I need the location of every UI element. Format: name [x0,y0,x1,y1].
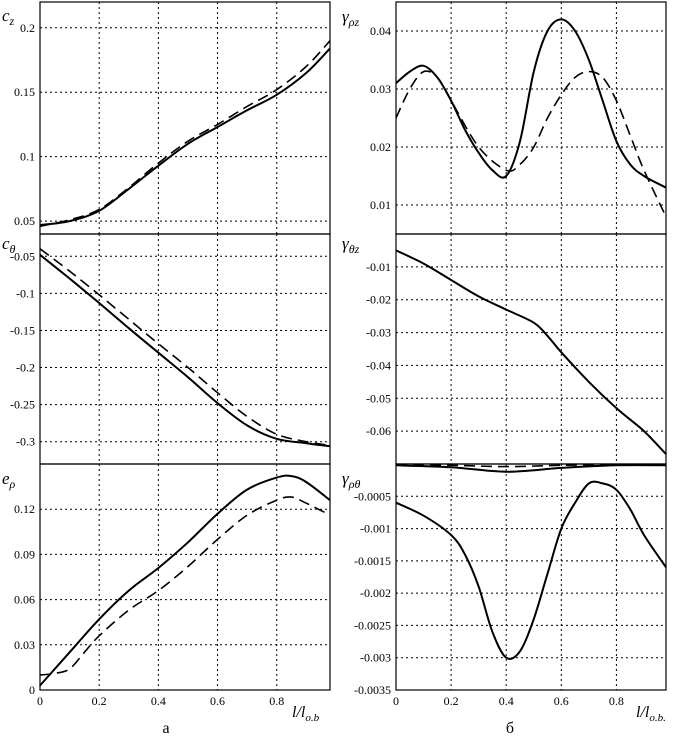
ylabel-e-rho: eρ [2,469,16,491]
frame-cz [39,1,331,235]
ytick-gpz-2: 0.03 [370,82,391,96]
frame-ep [39,463,331,691]
series-gpth-1 [395,464,667,473]
ylabel-gamma-rho-theta: γρθ [342,469,360,491]
ytick-ep-0: 0 [29,683,35,697]
ytick-gpth-3: -0.002 [360,586,391,600]
frame-gthz [395,233,667,465]
series-gpz-0 [395,18,667,189]
ytick-cth-4: -0.25 [10,398,35,412]
panel-gpz: 0.01 0.02 0.03 0.04 [370,1,667,235]
xtick-gpth-2: 0.4 [499,694,514,708]
series-ep-1 [39,496,331,676]
ytick-cth-3: -0.2 [16,361,35,375]
ytick-cth-5: -0.3 [16,435,35,449]
ytick-ep-3: 0.09 [14,547,35,561]
series-gpth-0 [395,480,667,660]
series-cz-0 [39,47,331,226]
ytick-cz-3: 0.2 [20,21,35,35]
xtick-gpth-3: 0.6 [554,694,569,708]
ytick-gpth-4: -0.0025 [354,618,391,632]
ytick-gthz-4: -0.05 [366,391,391,405]
ytick-gthz-1: -0.02 [366,293,391,307]
ytick-gpth-1: -0.001 [360,522,391,536]
panel-gthz: -0.01 -0.02 -0.03 -0.04 -0.05 -0.06 [366,233,667,465]
ytick-gpz-1: 0.02 [370,140,391,154]
ylabel-cz: cz [2,6,15,28]
series-cz-1 [39,40,331,228]
ytick-cz-1: 0.1 [20,150,35,164]
xtick-gpth-0: 0 [393,694,399,708]
ytick-gthz-0: -0.01 [366,260,391,274]
ytick-ep-1: 0.03 [14,638,35,652]
panel-cz: 0.05 0.1 0.15 0.2 [14,1,331,235]
ytick-gpz-3: 0.04 [370,24,391,38]
ytick-cth-0: -0.05 [10,249,35,263]
xtick-ep-1: 0.2 [92,694,107,708]
caption-a: a [162,720,169,737]
series-cth-1 [39,248,331,447]
series-cth-0 [39,254,331,448]
caption-b: б [506,720,514,737]
xlabel-right: l/lo.b. [636,704,666,724]
ytick-gthz-3: -0.04 [366,358,391,372]
xlabel-left: l/lo.b [292,704,320,724]
panel-cth: -0.05 -0.1 -0.15 -0.2 -0.25 -0.3 [10,233,331,465]
ylabel-c-theta: cθ [2,234,16,256]
ytick-ep-4: 0.12 [14,502,35,516]
xtick-ep-4: 0.8 [269,694,284,708]
panel-ep: 0 0.03 0.06 0.09 0.12 0 0.2 0.4 0.6 0.8 [14,463,331,708]
series-ep-0 [39,474,331,687]
xtick-gpth-4: 0.8 [609,694,624,708]
frame-gpz [395,1,667,235]
ytick-cz-0: 0.05 [14,214,35,228]
ytick-gthz-2: -0.03 [366,326,391,340]
xtick-ep-2: 0.4 [151,694,166,708]
frame-cth [39,233,331,465]
ytick-ep-2: 0.06 [14,593,35,607]
ylabel-gamma-theta-z: γθz [342,234,360,256]
xtick-ep-3: 0.6 [210,694,225,708]
ytick-gpth-5: -0.003 [360,651,391,665]
xtick-ep-0: 0 [37,694,43,708]
ylabel-gamma-rho-z: γρz [342,7,359,29]
xtick-gpth-1: 0.2 [444,694,459,708]
ytick-gpth-0: -0.0005 [354,489,391,503]
ytick-gpz-0: 0.01 [370,198,391,212]
ytick-gpth-6: -0.0035 [354,683,391,697]
series-gthz-0 [395,249,667,455]
panel-gpth: -0.0005 -0.001 -0.0015 -0.002 -0.0025 -0.003 -… [354,463,667,708]
ytick-cth-1: -0.1 [16,286,35,300]
series-gpz-1 [395,70,667,217]
ytick-cth-2: -0.15 [10,323,35,337]
frame-gpth [395,463,667,691]
ytick-gpth-2: -0.0015 [354,554,391,568]
ytick-cz-2: 0.15 [14,85,35,99]
ytick-gthz-5: -0.06 [366,424,391,438]
